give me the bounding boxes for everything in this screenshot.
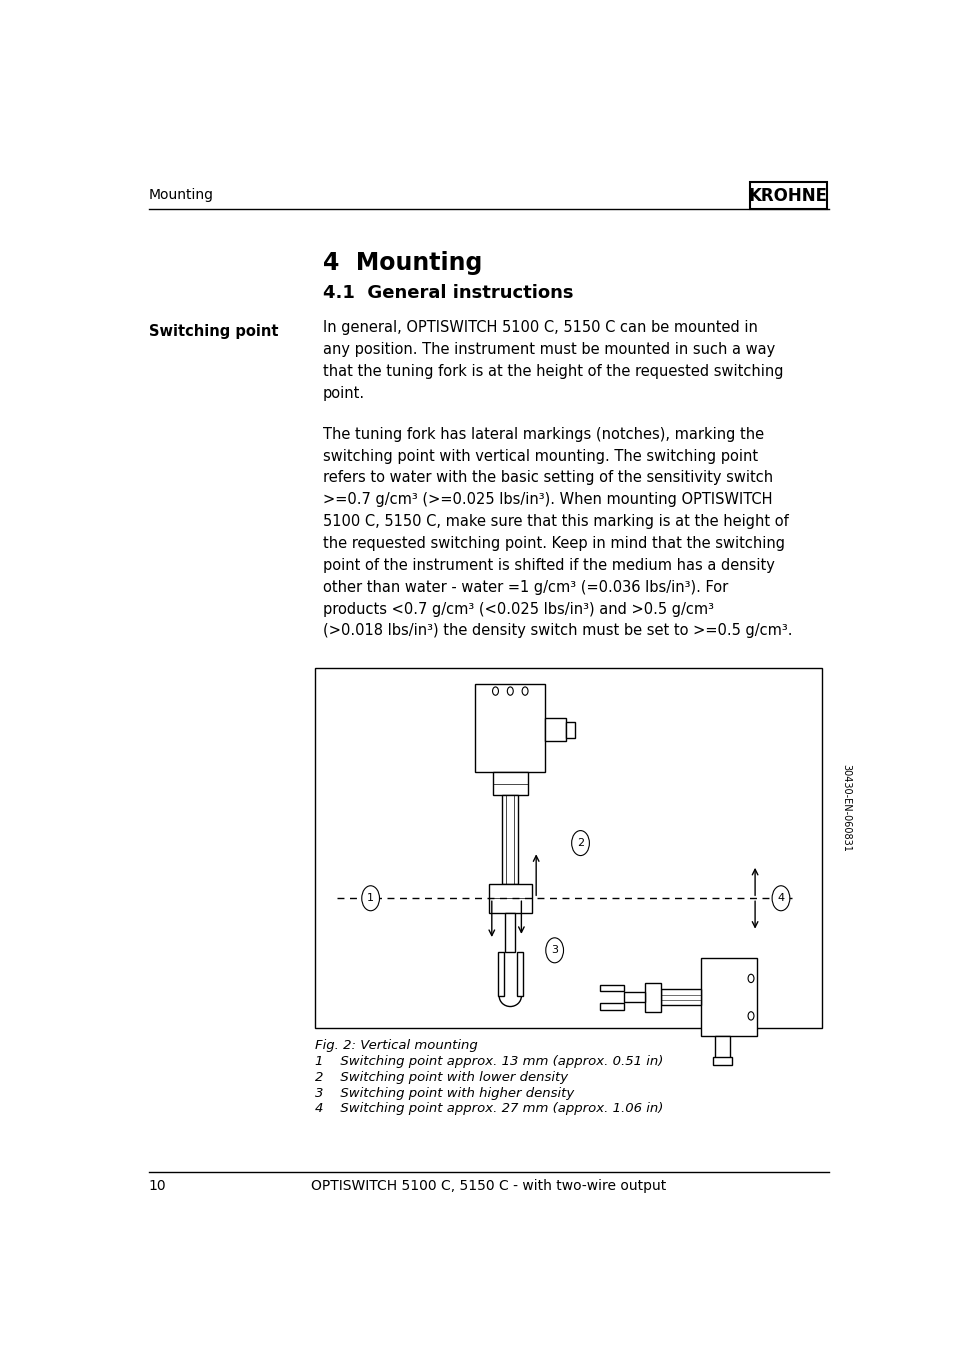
Text: KROHNE: KROHNE — [748, 187, 827, 204]
Text: Fig. 2: Vertical mounting: Fig. 2: Vertical mounting — [314, 1038, 477, 1052]
Text: In general, OPTISWITCH 5100 C, 5150 C can be mounted in: In general, OPTISWITCH 5100 C, 5150 C ca… — [322, 320, 757, 335]
Text: point of the instrument is shifted if the medium has a density: point of the instrument is shifted if th… — [322, 558, 774, 573]
Text: 4.1  General instructions: 4.1 General instructions — [322, 284, 573, 301]
Text: 5100 C, 5150 C, make sure that this marking is at the height of: 5100 C, 5150 C, make sure that this mark… — [322, 514, 787, 529]
Bar — [715, 1036, 729, 1059]
Text: 2: 2 — [577, 838, 583, 848]
Text: the requested switching point. Keep in mind that the switching: the requested switching point. Keep in m… — [322, 535, 783, 552]
Bar — [700, 959, 756, 1036]
Bar — [565, 722, 575, 738]
Bar — [545, 718, 565, 741]
Text: 3: 3 — [551, 945, 558, 956]
Text: 4: 4 — [777, 894, 783, 903]
Circle shape — [545, 938, 563, 963]
Circle shape — [747, 1011, 753, 1019]
Text: point.: point. — [322, 387, 364, 402]
Text: 30430-EN-060831: 30430-EN-060831 — [841, 764, 851, 852]
Bar — [713, 1057, 732, 1065]
Bar — [660, 988, 700, 1006]
Text: (>0.018 lbs/in³) the density switch must be set to >=0.5 g/cm³.: (>0.018 lbs/in³) the density switch must… — [322, 623, 791, 638]
Bar — [497, 952, 503, 996]
Text: other than water - water =1 g/cm³ (=0.036 lbs/in³). For: other than water - water =1 g/cm³ (=0.03… — [322, 580, 727, 595]
Bar — [599, 1003, 623, 1010]
Circle shape — [747, 975, 753, 983]
Circle shape — [521, 687, 527, 695]
Circle shape — [361, 886, 379, 911]
Circle shape — [492, 687, 497, 695]
Text: 4    Switching point approx. 27 mm (approx. 1.06 in): 4 Switching point approx. 27 mm (approx.… — [314, 1102, 663, 1115]
Text: any position. The instrument must be mounted in such a way: any position. The instrument must be mou… — [322, 342, 774, 357]
Bar — [475, 684, 545, 772]
Text: OPTISWITCH 5100 C, 5150 C - with two-wire output: OPTISWITCH 5100 C, 5150 C - with two-wir… — [311, 1179, 666, 1194]
Text: refers to water with the basic setting of the sensitivity switch: refers to water with the basic setting o… — [322, 470, 772, 485]
Text: 3    Switching point with higher density: 3 Switching point with higher density — [314, 1087, 574, 1099]
Bar — [488, 884, 531, 913]
Text: 1    Switching point approx. 13 mm (approx. 0.51 in): 1 Switching point approx. 13 mm (approx.… — [314, 1056, 663, 1068]
FancyBboxPatch shape — [749, 183, 826, 210]
Text: Switching point: Switching point — [149, 323, 278, 338]
Text: The tuning fork has lateral markings (notches), marking the: The tuning fork has lateral markings (no… — [322, 427, 763, 442]
Bar — [644, 983, 660, 1011]
Bar — [517, 952, 522, 996]
Circle shape — [771, 886, 789, 911]
Circle shape — [571, 830, 589, 856]
Text: 10: 10 — [149, 1179, 166, 1194]
Bar — [599, 984, 623, 991]
Bar — [314, 668, 821, 1029]
Text: 1: 1 — [367, 894, 374, 903]
Text: Mounting: Mounting — [149, 188, 213, 201]
Bar — [501, 795, 517, 884]
Text: >=0.7 g/cm³ (>=0.025 lbs/in³). When mounting OPTISWITCH: >=0.7 g/cm³ (>=0.025 lbs/in³). When moun… — [322, 492, 771, 507]
Text: 4  Mounting: 4 Mounting — [322, 250, 481, 274]
Bar — [623, 992, 644, 1002]
Bar — [492, 772, 527, 795]
Text: switching point with vertical mounting. The switching point: switching point with vertical mounting. … — [322, 449, 757, 464]
Circle shape — [507, 687, 513, 695]
Text: that the tuning fork is at the height of the requested switching: that the tuning fork is at the height of… — [322, 364, 782, 379]
Text: products <0.7 g/cm³ (<0.025 lbs/in³) and >0.5 g/cm³: products <0.7 g/cm³ (<0.025 lbs/in³) and… — [322, 602, 713, 617]
Bar — [504, 913, 515, 952]
Text: 2    Switching point with lower density: 2 Switching point with lower density — [314, 1071, 568, 1084]
